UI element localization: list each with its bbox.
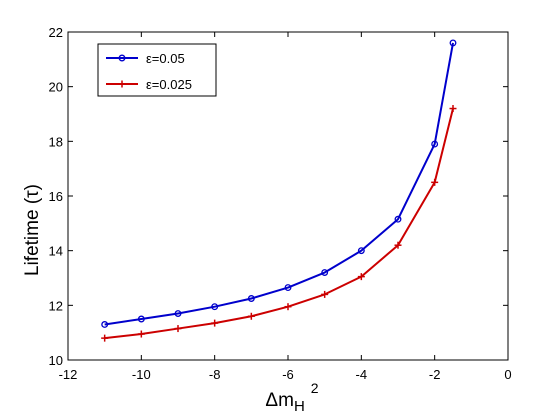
axis-ticks bbox=[67, 31, 509, 361]
y-tick-label: 18 bbox=[49, 134, 63, 149]
data-point bbox=[284, 303, 292, 311]
x-tick-label: -8 bbox=[209, 367, 221, 382]
legend-entry: ε=0.025 bbox=[106, 77, 192, 92]
x-axis-label-subscript: H bbox=[294, 398, 305, 415]
data-point bbox=[394, 241, 402, 249]
data-point bbox=[174, 310, 182, 317]
series-line bbox=[104, 42, 454, 326]
legend-entry: ε=0.05 bbox=[106, 51, 185, 66]
data-point bbox=[247, 295, 255, 302]
y-tick-label: 12 bbox=[49, 298, 63, 313]
series-2 bbox=[101, 105, 457, 342]
data-point bbox=[211, 319, 219, 327]
data-point bbox=[137, 330, 145, 338]
y-axis-label: Lifetime (τ) bbox=[22, 184, 43, 276]
x-tick-label: -2 bbox=[429, 367, 441, 382]
y-tick-label: 10 bbox=[49, 353, 63, 368]
data-point bbox=[449, 105, 457, 113]
data-point bbox=[394, 215, 402, 223]
data-point bbox=[449, 39, 457, 47]
axis-tick-labels: -12 -10 -8 -6 -4 -2 0 10 12 14 16 18 20 22 bbox=[49, 25, 512, 382]
data-point bbox=[431, 178, 439, 186]
x-axis-label: ΔmH2 bbox=[265, 380, 318, 415]
legend-swatch-marker bbox=[118, 54, 126, 62]
y-tick-label: 22 bbox=[49, 25, 63, 40]
legend-box bbox=[97, 43, 217, 97]
legend-swatch-marker bbox=[118, 80, 126, 88]
data-point bbox=[357, 273, 365, 281]
x-tick-label: -4 bbox=[356, 367, 368, 382]
y-tick-label: 20 bbox=[49, 80, 63, 95]
legend: ε=0.05 ε=0.025 bbox=[97, 43, 217, 97]
x-tick-label: -6 bbox=[282, 367, 294, 382]
data-point bbox=[321, 290, 329, 298]
series-layer bbox=[101, 39, 457, 342]
data-point bbox=[321, 269, 329, 276]
y-tick-label: 14 bbox=[49, 244, 63, 259]
data-point bbox=[101, 334, 109, 342]
x-tick-label: -12 bbox=[59, 367, 78, 382]
data-point bbox=[211, 303, 219, 311]
x-axis-label-main: Δm bbox=[265, 390, 294, 411]
y-tick-label: 16 bbox=[49, 189, 63, 204]
legend-label: ε=0.05 bbox=[146, 51, 185, 66]
data-point bbox=[101, 321, 109, 328]
legend-label: ε=0.025 bbox=[146, 77, 192, 92]
data-point bbox=[431, 140, 439, 148]
data-point bbox=[137, 315, 145, 323]
data-point bbox=[357, 247, 365, 255]
series-1 bbox=[101, 39, 457, 328]
data-point bbox=[284, 284, 292, 292]
x-axis-label-superscript: 2 bbox=[311, 380, 319, 396]
data-point bbox=[247, 312, 255, 320]
x-tick-label: 0 bbox=[504, 367, 511, 382]
legend-entries: ε=0.05 ε=0.025 bbox=[106, 51, 192, 92]
data-point bbox=[174, 325, 182, 333]
x-tick-label: -10 bbox=[132, 367, 151, 382]
